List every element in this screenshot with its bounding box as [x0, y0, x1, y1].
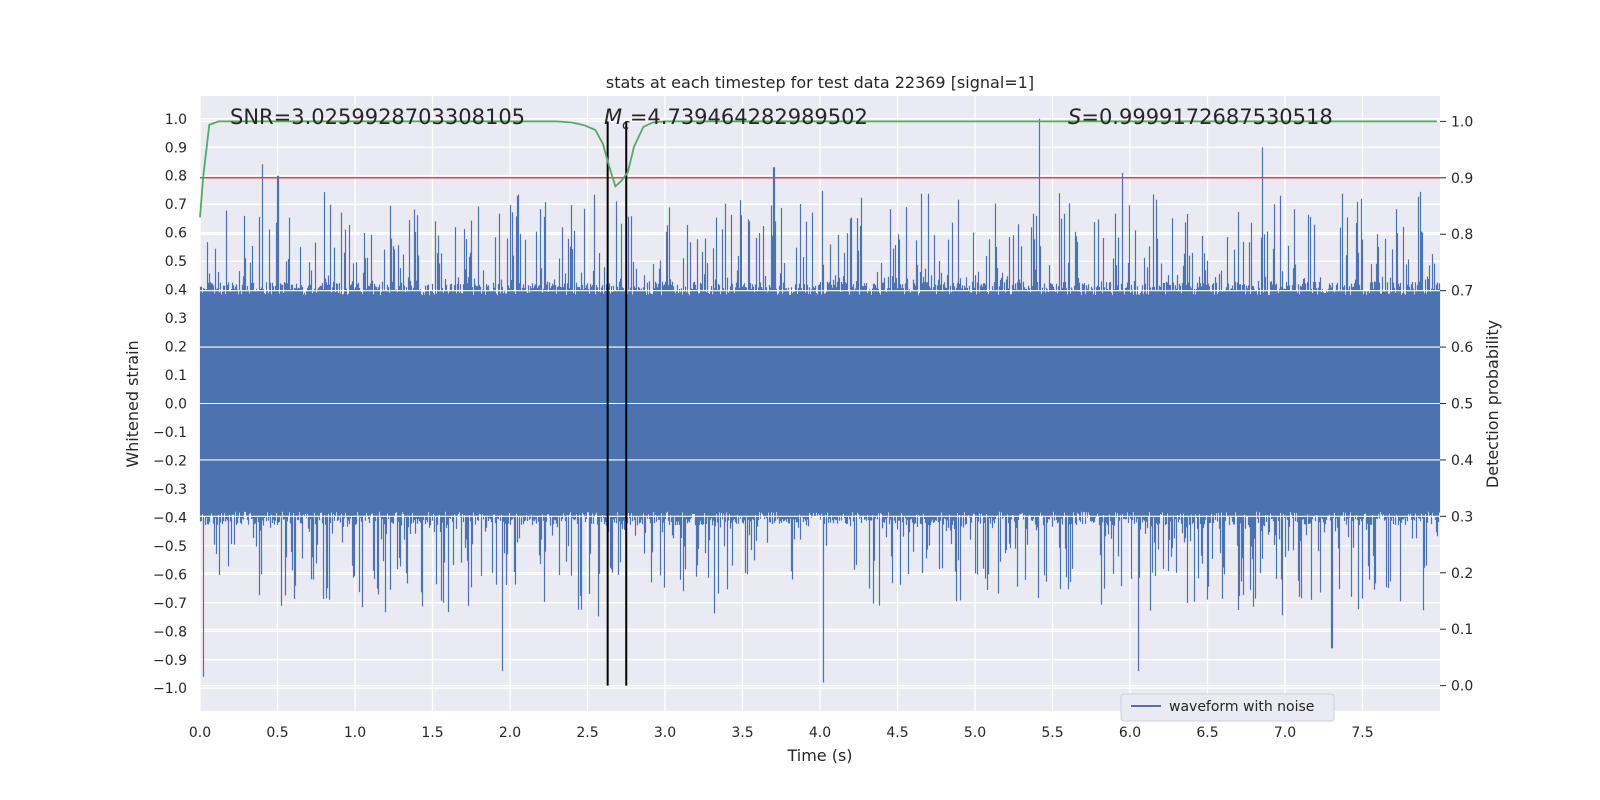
y-tick-label: 0.9 [165, 140, 187, 156]
y-tick-label: 0.1 [165, 368, 187, 384]
x-tick-label: 7.5 [1351, 725, 1373, 741]
x-axis-label: Time (s) [786, 746, 852, 765]
y-tick-label: −0.1 [153, 425, 187, 441]
waveform-trace [199, 118, 1441, 683]
y-tick-label: 0.7 [165, 197, 187, 213]
y-tick-label: 0.4 [165, 283, 187, 299]
y-tick-label: −0.5 [153, 539, 187, 555]
x-tick-label: 6.5 [1196, 725, 1218, 741]
y2-tick-label: 0.3 [1451, 509, 1473, 525]
x-tick-label: 0.0 [189, 725, 211, 741]
mc-annotation: Mc=4.739464282989502 [604, 105, 868, 133]
s-value: =0.9999172687530518 [1081, 105, 1332, 129]
y-tick-label: −0.9 [153, 653, 187, 669]
x-tick-label: 4.0 [809, 725, 831, 741]
y-tick-label: −0.6 [153, 567, 187, 583]
y2-tick-label: 0.7 [1451, 284, 1473, 300]
y2-axis-label: Detection probability [1483, 320, 1502, 488]
x-tick-label: 4.5 [886, 725, 908, 741]
y2-tick-label: 0.4 [1451, 453, 1473, 469]
legend: waveform with noise [1120, 693, 1335, 722]
y-axis-label: Whitened strain [123, 340, 142, 467]
x-tick-label: 1.5 [421, 725, 443, 741]
x-tick-label: 2.5 [576, 725, 598, 741]
y2-tick-label: 0.6 [1451, 340, 1473, 356]
x-tick-label: 2.0 [499, 725, 521, 741]
y2-tick-label: 1.0 [1451, 114, 1473, 130]
x-tick-label: 3.5 [731, 725, 753, 741]
x-tick-label: 5.5 [1041, 725, 1063, 741]
y2-tick-label: 0.8 [1451, 227, 1473, 243]
s-symbol: S [1068, 105, 1081, 129]
y-tick-label: −0.7 [153, 596, 187, 612]
y-tick-label: 0.6 [165, 226, 187, 242]
mc-symbol: M [604, 105, 622, 129]
legend-box [1120, 693, 1335, 722]
y-tick-label: −0.4 [153, 510, 187, 526]
legend-label-waveform: waveform with noise [1169, 699, 1314, 715]
probability-line [199, 120, 1437, 218]
y-tick-label: −0.2 [153, 453, 187, 469]
y-tick-label: −1.0 [153, 681, 187, 697]
y-tick-label: −0.8 [153, 624, 187, 640]
y2-tick-label: 0.1 [1451, 622, 1473, 638]
axis-ticks: 0.0 0.5 1.0 1.5 2.0 2.5 3.0 3.5 4.0 4.5 5.0 5.5 6.0 6… [153, 112, 1473, 741]
x-tick-label: 7.0 [1274, 725, 1296, 741]
y-tick-label: 0.3 [165, 311, 187, 327]
mc-value: =4.739464282989502 [630, 105, 868, 129]
x-tick-label: 1.0 [344, 725, 366, 741]
probability-series [199, 120, 1440, 686]
s-annotation: S=0.9999172687530518 [1068, 105, 1333, 129]
y-tick-label: 0.8 [165, 169, 187, 185]
x-tick-label: 0.5 [266, 725, 288, 741]
y2-tick-label: 0.2 [1451, 566, 1473, 582]
y-tick-label: 0.0 [165, 397, 187, 413]
x-tick-label: 6.0 [1119, 725, 1141, 741]
mc-subscript: c [622, 117, 630, 133]
y2-tick-label: 0.0 [1451, 679, 1473, 695]
y-tick-label: 0.5 [165, 254, 187, 270]
y-tick-label: 0.2 [165, 340, 187, 356]
y-tick-label: −0.3 [153, 482, 187, 498]
y2-tick-label: 0.9 [1451, 171, 1473, 187]
snr-annotation: SNR=3.0259928703308105 [230, 105, 525, 129]
y-tick-label: 1.0 [165, 112, 187, 128]
y2-tick-label: 0.5 [1451, 397, 1473, 413]
chart-title: stats at each timestep for test data 223… [606, 73, 1034, 92]
waveform-series [199, 118, 1441, 683]
x-tick-label: 5.0 [964, 725, 986, 741]
x-tick-label: 3.0 [654, 725, 676, 741]
